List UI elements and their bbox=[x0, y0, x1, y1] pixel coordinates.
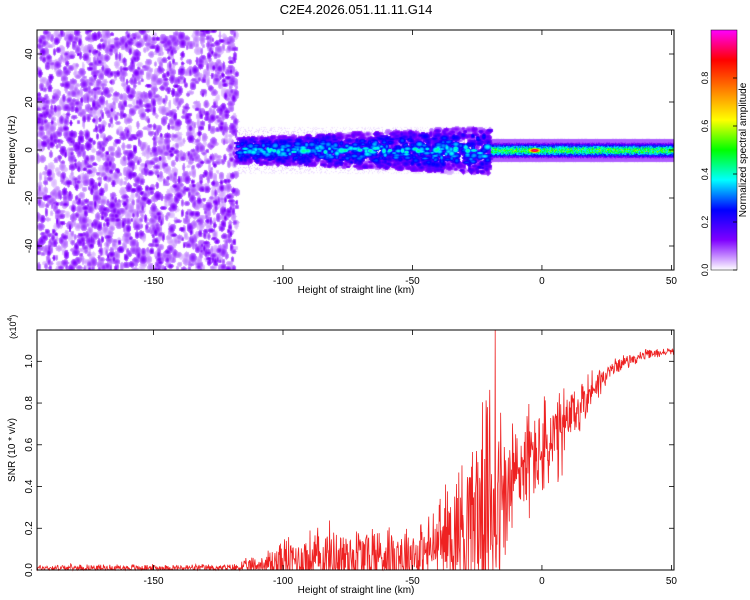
spectrogram-panel: -150 -100 -50 0 50 -40 -20 0 20 40 Height of str… bbox=[7, 29, 678, 296]
x-tick: -50 bbox=[405, 330, 420, 587]
svg-text:0: 0 bbox=[539, 276, 545, 287]
y-tick: -20 bbox=[24, 190, 674, 205]
snr-y-ticks: 0.0 0.2 0.4 0.6 0.8 1.0 bbox=[24, 354, 674, 577]
svg-text:0: 0 bbox=[539, 576, 545, 587]
svg-text:0.8: 0.8 bbox=[24, 396, 35, 410]
svg-text:50: 50 bbox=[666, 576, 678, 587]
svg-text:-100: -100 bbox=[273, 276, 293, 287]
spectrogram-heatmap bbox=[37, 30, 674, 270]
x-tick: -150 bbox=[144, 330, 164, 587]
snr-multiplier-exp: 4 bbox=[7, 317, 14, 321]
svg-text:(x104): (x104) bbox=[7, 315, 18, 339]
svg-text:50: 50 bbox=[666, 276, 678, 287]
svg-text:-50: -50 bbox=[405, 276, 420, 287]
svg-text:0.0: 0.0 bbox=[700, 264, 710, 277]
svg-text:0.2: 0.2 bbox=[24, 521, 35, 535]
y-tick: 40 bbox=[24, 48, 674, 60]
svg-text:20: 20 bbox=[24, 96, 35, 108]
x-tick: -100 bbox=[273, 30, 293, 287]
y-tick: 20 bbox=[24, 96, 674, 108]
x-tick: 50 bbox=[666, 30, 678, 287]
svg-text:-50: -50 bbox=[405, 576, 420, 587]
snr-y-label: SNR (10 * v/v) bbox=[7, 418, 18, 482]
snr-multiplier-base: (x10 bbox=[8, 321, 18, 339]
y-tick: 0 bbox=[24, 147, 674, 153]
y-tick: 0.0 bbox=[24, 563, 674, 577]
x-tick: -150 bbox=[144, 30, 164, 287]
x-tick: -50 bbox=[405, 30, 420, 287]
snr-x-label: Height of straight line (km) bbox=[298, 585, 415, 596]
svg-text:0.4: 0.4 bbox=[700, 168, 710, 181]
colorbar-gradient bbox=[710, 29, 738, 271]
svg-text:0.4: 0.4 bbox=[24, 479, 35, 493]
spectrogram-y-ticks: -40 -20 0 20 40 bbox=[24, 48, 674, 253]
svg-text:40: 40 bbox=[24, 48, 35, 60]
svg-text:-150: -150 bbox=[144, 276, 164, 287]
svg-text:-100: -100 bbox=[273, 576, 293, 587]
spectrogram-x-ticks: -150 -100 -50 0 50 bbox=[144, 30, 678, 287]
x-tick: 0 bbox=[539, 30, 545, 287]
colorbar-tick: 0.0 bbox=[700, 264, 737, 277]
snr-panel: -150 -100 -50 0 50 0.0 0.2 0.4 0.6 0.8 1.0 Height… bbox=[7, 315, 677, 596]
snr-frame bbox=[37, 330, 674, 570]
snr-multiplier: (x104) bbox=[7, 315, 18, 339]
y-tick: 0.8 bbox=[24, 396, 674, 410]
svg-text:0.0: 0.0 bbox=[24, 563, 35, 577]
x-tick: 0 bbox=[539, 330, 545, 587]
svg-text:-150: -150 bbox=[144, 576, 164, 587]
colorbar-ticks: 0.0 0.2 0.4 0.6 0.8 bbox=[700, 72, 737, 277]
svg-text:0.2: 0.2 bbox=[700, 216, 710, 229]
spectrogram-x-label: Height of straight line (km) bbox=[298, 285, 415, 296]
colorbar-label: Normalized spectral amplitude bbox=[738, 82, 749, 217]
svg-text:0.6: 0.6 bbox=[24, 437, 35, 451]
svg-text:-20: -20 bbox=[24, 190, 35, 205]
svg-text:0.8: 0.8 bbox=[700, 72, 710, 85]
x-tick: -100 bbox=[273, 330, 293, 587]
spectrogram-y-label: Frequency (Hz) bbox=[7, 116, 18, 185]
snr-frame-border bbox=[36, 329, 675, 571]
colorbar-tick: 0.4 bbox=[700, 168, 737, 181]
snr-x-ticks: -150 -100 -50 0 50 bbox=[144, 330, 678, 587]
colorbar-tick: 0.8 bbox=[700, 72, 737, 85]
snr-line bbox=[36, 329, 675, 572]
chart-title: C2E4.2026.051.11.11.G14 bbox=[280, 2, 433, 17]
y-tick: 1.0 bbox=[24, 354, 674, 368]
y-tick: -40 bbox=[24, 238, 674, 253]
y-tick: 0.4 bbox=[24, 479, 674, 493]
x-tick: 50 bbox=[666, 330, 678, 587]
colorbar: 0.0 0.2 0.4 0.6 0.8 Normalized spectral ampl… bbox=[700, 29, 749, 277]
svg-text:0.6: 0.6 bbox=[700, 120, 710, 133]
svg-text:0: 0 bbox=[24, 147, 35, 153]
svg-text:1.0: 1.0 bbox=[24, 354, 35, 368]
y-tick: 0.2 bbox=[24, 521, 674, 535]
y-tick: 0.6 bbox=[24, 437, 674, 452]
svg-text:-40: -40 bbox=[24, 238, 35, 253]
snr-multiplier-close: ) bbox=[8, 315, 18, 318]
colorbar-tick: 0.2 bbox=[700, 216, 737, 229]
colorbar-tick: 0.6 bbox=[700, 120, 737, 133]
